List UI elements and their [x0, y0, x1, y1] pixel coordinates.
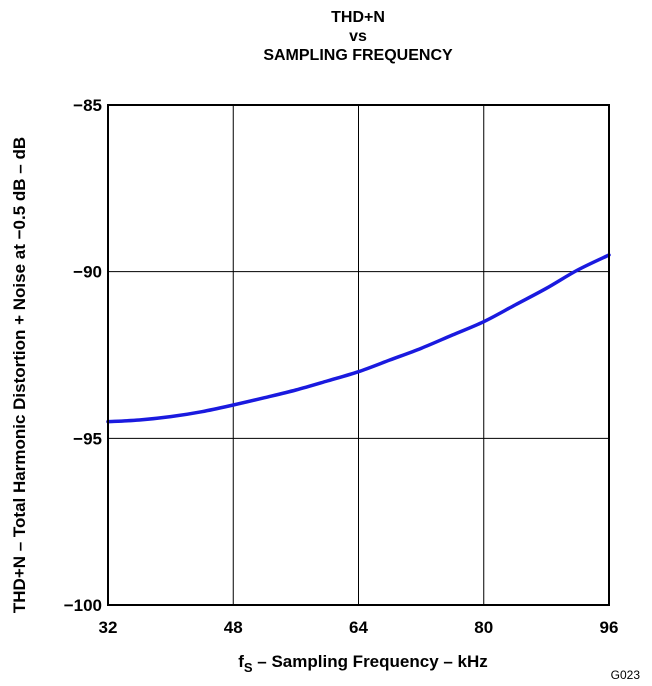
y-axis-label: THD+N – Total Harmonic Distortion + Nois…: [10, 137, 29, 613]
x-axis-label: fS – Sampling Frequency – kHz: [238, 652, 488, 675]
x-tick-label-96: 96: [600, 618, 619, 637]
series-layer: [106, 253, 611, 424]
x-axis-label-f: f: [238, 652, 244, 671]
chart-title-line-1: THD+N: [331, 9, 385, 26]
x-tick-labels: 32 48 64 80 96: [99, 618, 619, 637]
y-tick-label-100: −100: [64, 596, 102, 615]
x-tick-label-32: 32: [99, 618, 118, 637]
x-axis-label-subscript: S: [244, 660, 253, 675]
grid-lines: [108, 105, 609, 605]
y-tick-label-95: −95: [73, 429, 102, 448]
figure-code: G023: [611, 668, 641, 682]
y-tick-label-85: −85: [73, 96, 102, 115]
series-line-thd-n: [106, 253, 611, 424]
x-tick-label-64: 64: [349, 618, 368, 637]
y-tick-labels: −85 −90 −95 −100: [64, 96, 102, 615]
x-tick-label-80: 80: [474, 618, 493, 637]
x-axis-label-rest: – Sampling Frequency – kHz: [253, 652, 488, 671]
chart-title-line-3: SAMPLING FREQUENCY: [263, 47, 453, 64]
plot-frame: [107, 104, 610, 606]
chart-title-line-2: vs: [349, 28, 367, 45]
x-tick-label-48: 48: [224, 618, 243, 637]
y-tick-label-90: −90: [73, 263, 102, 282]
